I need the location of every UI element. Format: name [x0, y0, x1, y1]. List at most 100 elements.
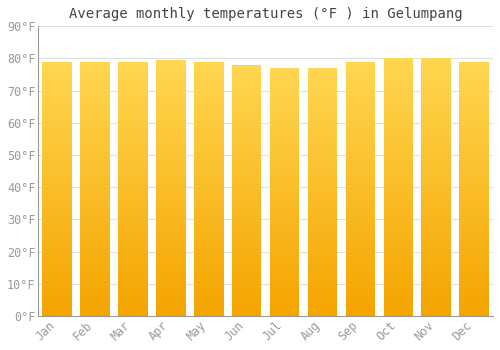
Bar [80, 104, 110, 106]
Bar [422, 273, 451, 275]
Bar [308, 146, 338, 147]
Bar [346, 143, 375, 145]
Bar [384, 155, 413, 156]
Bar [384, 203, 413, 204]
Bar [346, 289, 375, 290]
Bar [42, 265, 72, 267]
Bar [346, 89, 375, 91]
Bar [194, 196, 224, 197]
Bar [422, 275, 451, 276]
Bar [194, 75, 224, 77]
Bar [270, 118, 300, 119]
Bar [42, 111, 72, 113]
Bar [118, 290, 148, 292]
Bar [80, 113, 110, 114]
Bar [118, 287, 148, 289]
Bar [384, 220, 413, 222]
Bar [118, 80, 148, 82]
Bar [270, 232, 300, 233]
Bar [308, 291, 338, 293]
Bar [42, 148, 72, 150]
Bar [346, 126, 375, 128]
Bar [422, 64, 451, 65]
Bar [346, 265, 375, 267]
Bar [232, 117, 262, 118]
Bar [308, 314, 338, 316]
Bar [308, 189, 338, 190]
Bar [156, 292, 186, 294]
Bar [194, 197, 224, 199]
Bar [42, 289, 72, 290]
Bar [270, 301, 300, 303]
Bar [346, 218, 375, 219]
Bar [118, 230, 148, 231]
Bar [156, 295, 186, 297]
Bar [422, 294, 451, 295]
Bar [460, 148, 489, 150]
Bar [194, 146, 224, 148]
Bar [118, 252, 148, 253]
Bar [42, 156, 72, 158]
Bar [270, 167, 300, 169]
Bar [194, 69, 224, 70]
Bar [460, 101, 489, 102]
Bar [422, 299, 451, 301]
Bar [270, 106, 300, 108]
Bar [384, 299, 413, 301]
Bar [460, 236, 489, 238]
Bar [232, 154, 262, 155]
Bar [80, 250, 110, 252]
Bar [346, 212, 375, 214]
Bar [80, 101, 110, 102]
Bar [384, 215, 413, 216]
Bar [118, 158, 148, 160]
Bar [346, 101, 375, 102]
Bar [384, 225, 413, 227]
Bar [194, 270, 224, 272]
Bar [270, 233, 300, 235]
Bar [422, 110, 451, 112]
Bar [80, 126, 110, 128]
Bar [232, 175, 262, 177]
Bar [346, 199, 375, 201]
Bar [308, 220, 338, 222]
Bar [422, 285, 451, 287]
Bar [460, 302, 489, 304]
Bar [346, 268, 375, 270]
Bar [118, 309, 148, 311]
Bar [118, 168, 148, 170]
Bar [460, 216, 489, 218]
Bar [194, 282, 224, 284]
Bar [422, 89, 451, 91]
Bar [308, 149, 338, 151]
Bar [270, 154, 300, 156]
Bar [384, 153, 413, 155]
Bar [384, 213, 413, 215]
Bar [384, 292, 413, 294]
Bar [118, 296, 148, 297]
Bar [270, 246, 300, 248]
Bar [384, 258, 413, 259]
Bar [270, 138, 300, 139]
Bar [346, 172, 375, 174]
Bar [384, 142, 413, 144]
Bar [384, 64, 413, 65]
Bar [270, 223, 300, 225]
Bar [80, 70, 110, 72]
Bar [460, 165, 489, 167]
Bar [232, 128, 262, 130]
Bar [232, 216, 262, 217]
Bar [232, 110, 262, 112]
Bar [346, 277, 375, 279]
Bar [156, 248, 186, 250]
Bar [232, 167, 262, 169]
Bar [80, 282, 110, 284]
Bar [460, 290, 489, 292]
Bar [232, 254, 262, 256]
Bar [156, 263, 186, 265]
Bar [80, 124, 110, 126]
Bar [118, 175, 148, 177]
Bar [194, 290, 224, 292]
Bar [232, 194, 262, 195]
Bar [384, 141, 413, 142]
